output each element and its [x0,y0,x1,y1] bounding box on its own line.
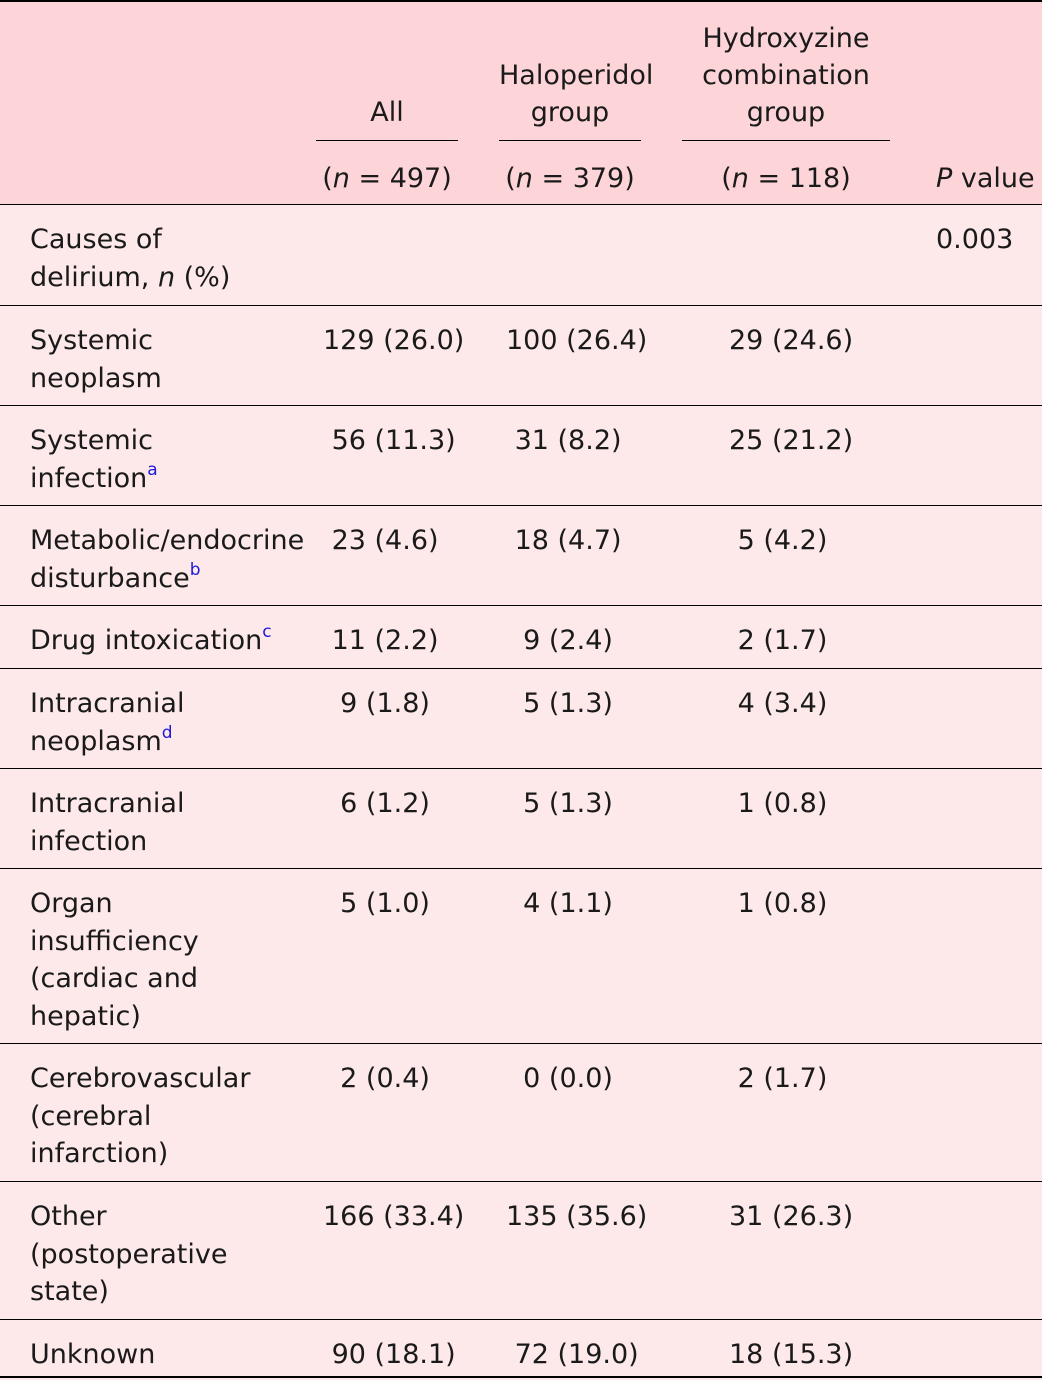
table-row: Organ insufficiency (cardiac and hepatic) 5… [0,869,1042,1044]
value-haloperidol: 0 (0.0) [506,1063,613,1094]
section-label: Causes of delirium, n (%) [30,224,231,293]
table-row: Systemic neoplasm 129 (26.0) 100 (26.4) 29 (… [0,306,1042,406]
value-haloperidol: 5 (1.3) [506,788,613,819]
cause-label: Unknown [30,1339,156,1370]
value-hydroxyzine: 2 (1.7) [729,625,828,656]
value-all: 11 (2.2) [323,625,439,656]
value-all: 129 (26.0) [323,325,465,356]
cause-label: Systemic neoplasm [30,325,162,394]
value-all: 2 (0.4) [323,1063,430,1094]
value-hydroxyzine: 4 (3.4) [729,688,828,719]
n-hydroxyzine: (n = 118) [721,163,851,194]
value-haloperidol: 18 (4.7) [506,525,622,556]
value-haloperidol: 5 (1.3) [506,688,613,719]
footnote-marker[interactable]: b [189,559,201,580]
value-all: 23 (4.6) [323,525,439,556]
table-header: All Haloperidol group Hydroxyzine combin… [0,0,1042,205]
table-row: Systemic infectiona 56 (11.3) 31 (8.2) 25 … [0,406,1042,506]
section-row: Causes of delirium, n (%) 0.003 [0,205,1042,306]
value-hydroxyzine: 29 (24.6) [729,325,854,356]
footnote-marker[interactable]: d [161,722,173,743]
value-haloperidol: 31 (8.2) [506,425,622,456]
value-hydroxyzine: 1 (0.8) [729,888,828,919]
value-all: 9 (1.8) [323,688,430,719]
table-row: Unknown 90 (18.1) 72 (19.0) 18 (15.3) [0,1320,1042,1378]
value-haloperidol: 72 (19.0) [506,1339,639,1370]
table-row: Intracranial neoplasmd 9 (1.8) 5 (1.3) 4 … [0,669,1042,769]
cause-label: Drug intoxicationc [30,622,272,657]
p-value: 0.003 [936,224,1014,255]
table-row: Intracranial infection 6 (1.2) 5 (1.3) 1 … [0,769,1042,869]
cause-label: Intracranial infection [30,788,185,857]
value-all: 6 (1.2) [323,788,430,819]
p-value-header: P value [936,163,1035,194]
value-haloperidol: 135 (35.6) [506,1201,648,1232]
col-haloperidol-label-1: Haloperidol [499,60,654,91]
value-haloperidol: 100 (26.4) [506,325,648,356]
value-hydroxyzine: 18 (15.3) [729,1339,854,1370]
n-all: (n = 497) [322,163,452,194]
col-hydroxyzine-rule [682,140,890,141]
col-hydroxyzine-label-2: combination [702,60,870,91]
n-haloperidol: (n = 379) [505,163,635,194]
value-all: 166 (33.4) [323,1201,465,1232]
value-hydroxyzine: 25 (21.2) [729,425,854,456]
value-all: 5 (1.0) [323,888,430,919]
footnote-marker[interactable]: c [262,622,272,642]
table-row: Drug intoxicationc 11 (2.2) 9 (2.4) 2 (1… [0,606,1042,669]
cause-label: Other (postoperative state) [30,1201,228,1307]
table-row: Other (postoperative state) 166 (33.4) 135 (… [0,1182,1042,1320]
value-hydroxyzine: 2 (1.7) [729,1063,828,1094]
value-haloperidol: 4 (1.1) [506,888,613,919]
cause-label: Intracranial neoplasmd [30,688,185,757]
col-all-label: All [370,97,404,128]
value-hydroxyzine: 1 (0.8) [729,788,828,819]
value-all: 90 (18.1) [323,1339,456,1370]
col-haloperidol-label-2: group [530,97,610,128]
cause-label: Cerebrovascular (cerebral infarction) [30,1063,251,1169]
cause-label: Metabolic/endocrine disturbanceb [30,525,305,594]
footnote-marker[interactable]: a [147,459,158,480]
value-all: 56 (11.3) [323,425,456,456]
value-hydroxyzine: 5 (4.2) [729,525,828,556]
value-hydroxyzine: 31 (26.3) [729,1201,854,1232]
cause-label: Systemic infectiona [30,425,158,494]
table-row: Metabolic/endocrine disturbanceb 23 (4.6)… [0,506,1042,606]
cause-label: Organ insufficiency (cardiac and hepatic) [30,888,199,1032]
col-hydroxyzine-label-3: group [746,97,826,128]
col-all-rule [316,140,458,141]
table-row: Cerebrovascular (cerebral infarction) 2 (0… [0,1044,1042,1182]
col-hydroxyzine-label-1: Hydroxyzine [702,23,870,54]
col-haloperidol-rule [499,140,641,141]
value-haloperidol: 9 (2.4) [506,625,613,656]
